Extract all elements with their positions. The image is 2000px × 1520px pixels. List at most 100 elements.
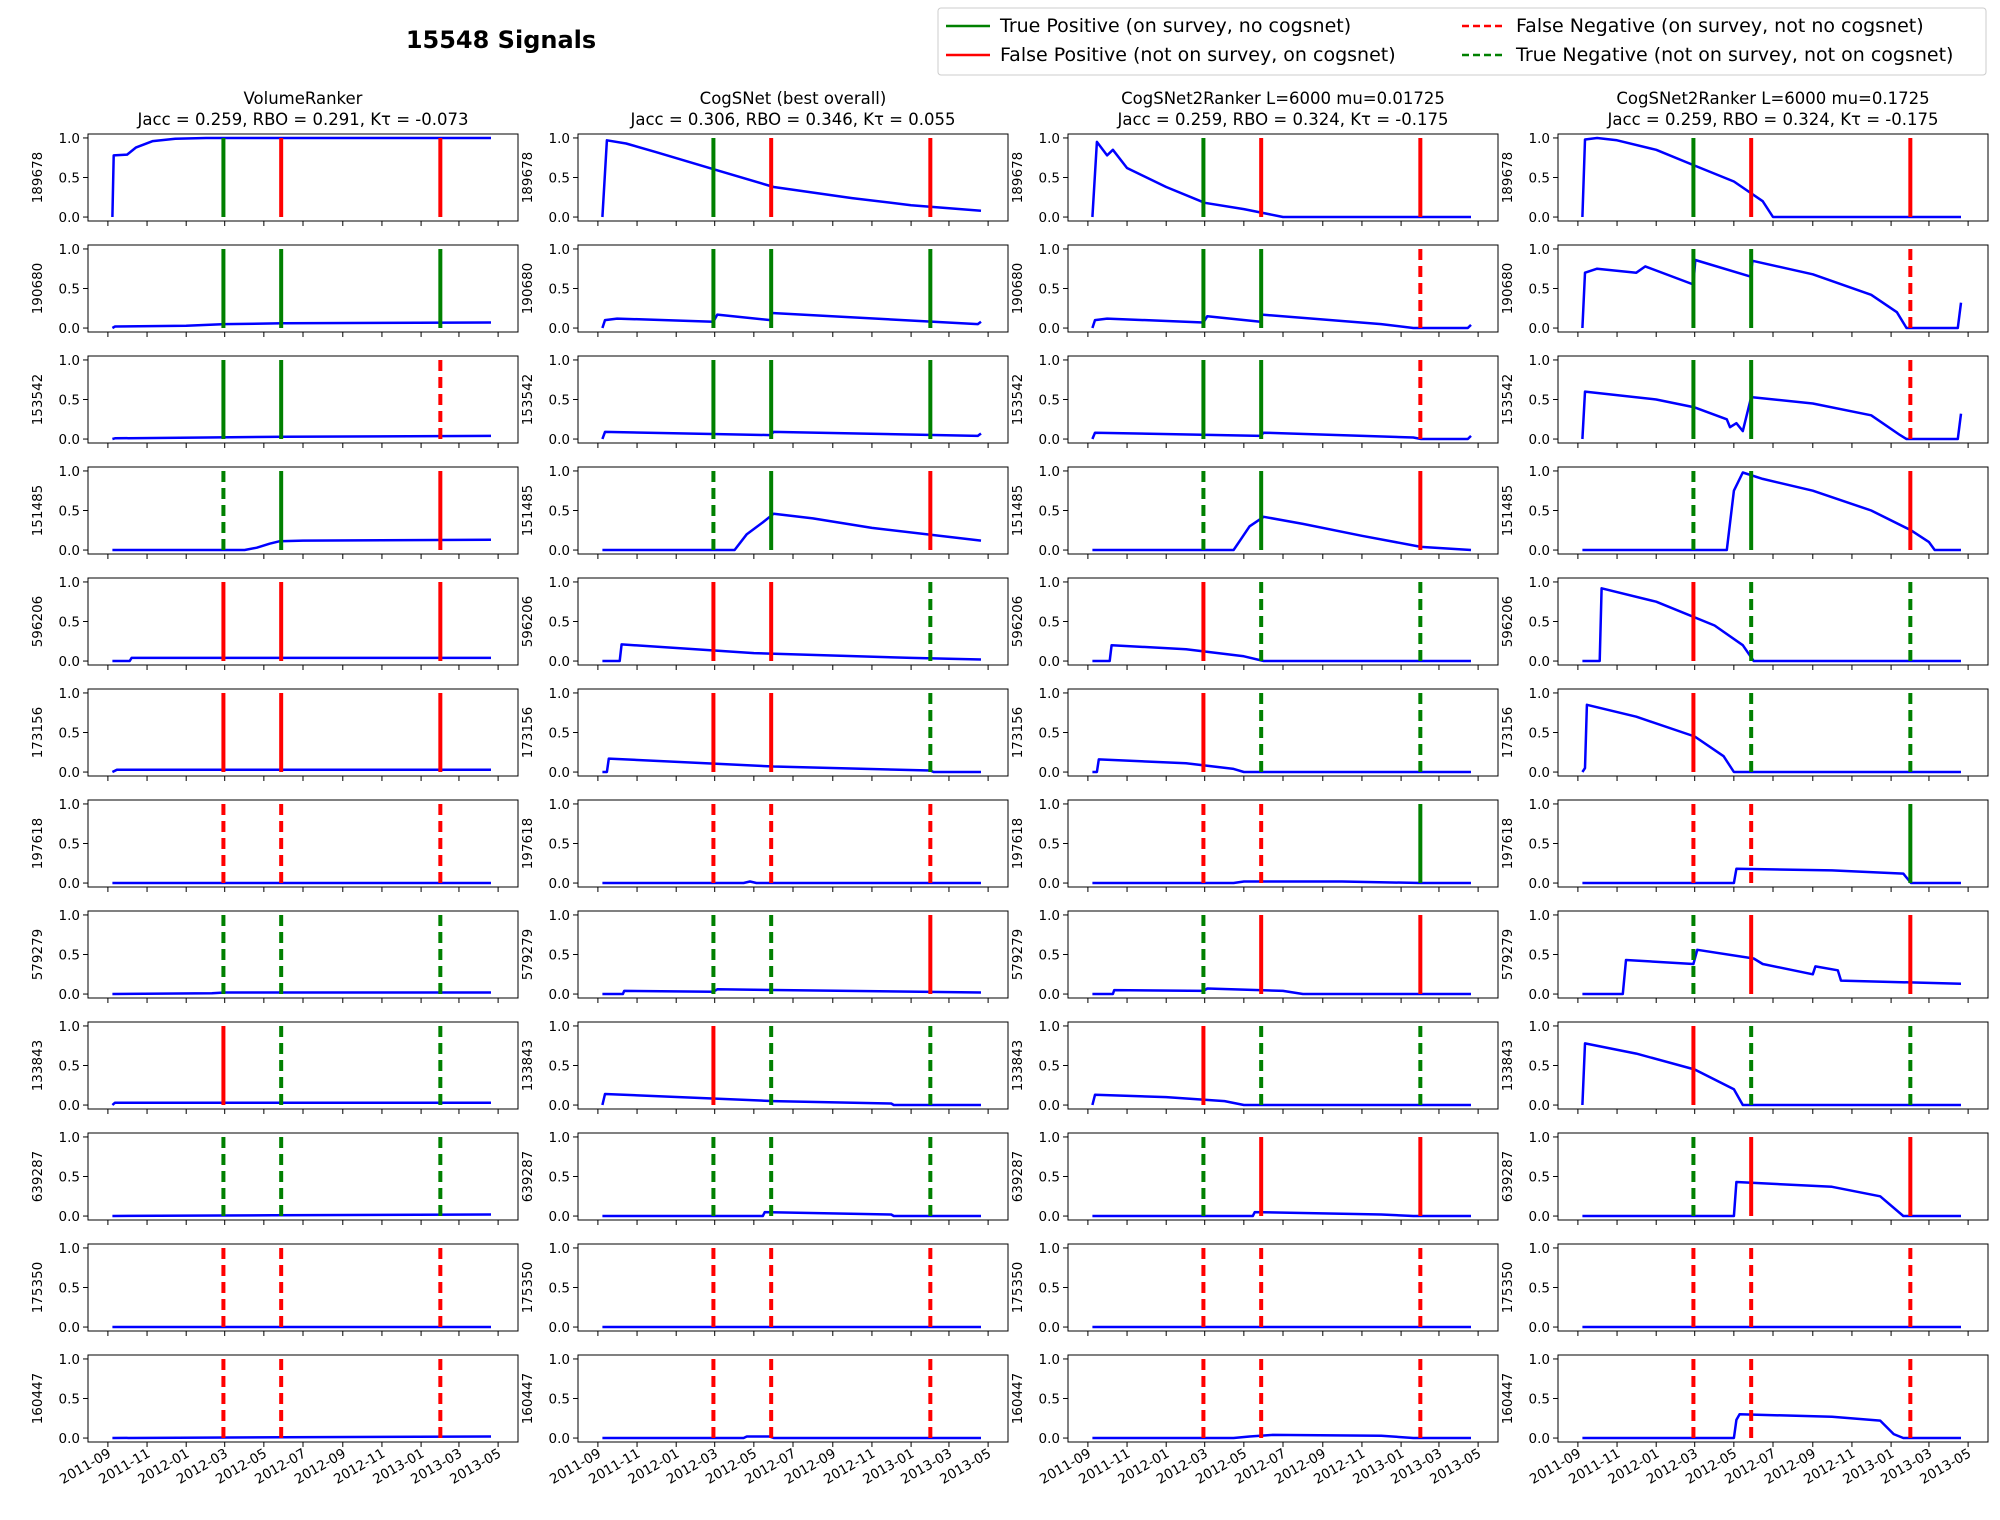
y-tick-label: 0.0 (59, 765, 80, 781)
legend-entry-fn: False Negative (on survey, not no cogsne… (1462, 15, 1924, 37)
y-tick-label: 1.0 (549, 908, 570, 924)
y-tick-label: 1.0 (1529, 575, 1550, 591)
subplot-frame (1067, 799, 1499, 888)
subplot-frame (87, 244, 519, 333)
subplot-frame (577, 355, 1009, 444)
signal-line (1582, 471, 1961, 552)
y-tick-label: 0.0 (1529, 210, 1550, 226)
row-label: 579279 (1500, 929, 1516, 981)
y-tick-label: 0.5 (1039, 1170, 1060, 1186)
subplot-frame (1067, 466, 1499, 555)
y-tick-label: 0.0 (549, 432, 570, 448)
y-tick-label: 0.0 (549, 321, 570, 337)
subplot-175350-col1: 0.0 0.5 1.0 175350 (30, 1241, 519, 1336)
subplot-596206-col3: 0.0 0.5 1.0 596206 (1010, 575, 1499, 670)
subplot-frame (1557, 1354, 1989, 1443)
y-tick-label: 0.0 (59, 1431, 80, 1447)
y-tick-label: 1.0 (1039, 686, 1060, 702)
y-tick-label: 0.5 (1039, 726, 1060, 742)
row-label: 639287 (520, 1151, 536, 1203)
row-label: 175350 (520, 1262, 536, 1314)
y-tick-label: 1.0 (1039, 1352, 1060, 1368)
signal-line (1092, 987, 1471, 996)
y-tick-label: 0.0 (549, 987, 570, 1003)
subplot-190680-col4: 0.0 0.5 1.0 190680 (1500, 242, 1989, 337)
y-tick-label: 0.0 (549, 1098, 570, 1114)
row-label: 197618 (1500, 818, 1516, 870)
y-tick-label: 1.0 (1039, 908, 1060, 924)
signal-line (1092, 643, 1471, 663)
signal-line (602, 880, 981, 885)
y-tick-label: 1.0 (1529, 1352, 1550, 1368)
y-tick-label: 0.0 (549, 210, 570, 226)
subplot-frame (1067, 688, 1499, 777)
row-label: 173156 (30, 707, 46, 759)
y-tick-label: 0.0 (1529, 1431, 1550, 1447)
legend-entry-tn: True Negative (not on survey, not on cog… (1462, 44, 1953, 66)
y-tick-label: 1.0 (1039, 131, 1060, 147)
y-tick-label: 0.0 (549, 1431, 570, 1447)
signal-line (111, 321, 492, 330)
subplot-197618-col4: 0.0 0.5 1.0 197618 (1500, 797, 1989, 892)
y-tick-label: 1.0 (1039, 464, 1060, 480)
subplot-frame (1557, 355, 1989, 444)
subplot-frame (87, 1132, 519, 1221)
row-label: 189678 (1500, 152, 1516, 204)
y-tick-label: 0.0 (1039, 1320, 1060, 1336)
y-tick-label: 0.0 (1529, 765, 1550, 781)
y-tick-label: 0.5 (1039, 837, 1060, 853)
subplot-197618-col2: 0.0 0.5 1.0 197618 (520, 797, 1009, 892)
signal-line (112, 991, 491, 996)
y-tick-label: 0.5 (59, 948, 80, 964)
subplot-189678-col3: 0.0 0.5 1.0 189678 (1010, 131, 1499, 226)
signal-line (1092, 880, 1471, 885)
signal-line (112, 538, 492, 552)
y-tick-label: 0.0 (59, 987, 80, 1003)
signal-line (1092, 758, 1471, 774)
row-label: 189678 (520, 152, 536, 204)
y-tick-label: 0.5 (1529, 837, 1550, 853)
subplot-frame (577, 577, 1009, 666)
y-tick-label: 0.5 (1039, 948, 1060, 964)
y-tick-label: 1.0 (1529, 797, 1550, 813)
row-label: 197618 (30, 818, 46, 870)
y-tick-label: 1.0 (1529, 1019, 1550, 1035)
row-label: 596206 (1500, 596, 1516, 648)
y-tick-label: 0.0 (59, 1320, 80, 1336)
y-tick-label: 1.0 (59, 1130, 80, 1146)
subplot-189678-col1: 0.0 0.5 1.0 189678 (30, 131, 519, 226)
row-label: 639287 (1500, 1151, 1516, 1203)
y-tick-label: 1.0 (1039, 242, 1060, 258)
subplot-frame (1067, 1243, 1499, 1332)
subplot-197618-col1: 0.0 0.5 1.0 197618 (30, 797, 519, 892)
signal-line (601, 139, 982, 218)
column-title: VolumeRanker (244, 89, 363, 108)
y-tick-label: 0.0 (549, 654, 570, 670)
signal-line (1091, 313, 1472, 330)
column-subtitle: Jacc = 0.259, RBO = 0.324, Kτ = -0.175 (1607, 110, 1939, 129)
subplot-frame (577, 910, 1009, 999)
subplot-639287-col3: 0.0 0.5 1.0 639287 (1010, 1130, 1499, 1225)
y-tick-label: 1.0 (1039, 1241, 1060, 1257)
y-tick-label: 0.0 (549, 1320, 570, 1336)
subplot-frame (1067, 133, 1499, 222)
subplot-frame (1067, 244, 1499, 333)
y-tick-label: 0.0 (549, 543, 570, 559)
signal-line (112, 656, 491, 663)
subplot-153542-col3: 0.0 0.5 1.0 153542 (1010, 353, 1499, 448)
subplot-133843-col2: 0.0 0.5 1.0 133843 (520, 1019, 1009, 1114)
row-label: 153542 (520, 374, 536, 426)
signal-line (601, 1092, 981, 1107)
y-tick-label: 1.0 (59, 464, 80, 480)
signal-line (1091, 431, 1472, 441)
subplot-160447-col2: 0.00.51.01604472011-092011-112012-012012… (520, 1352, 1009, 1488)
y-tick-label: 1.0 (549, 1019, 570, 1035)
signal-line (1582, 1413, 1961, 1440)
y-tick-label: 1.0 (1039, 1130, 1060, 1146)
subplot-639287-col4: 0.0 0.5 1.0 639287 (1500, 1130, 1989, 1225)
y-tick-label: 0.0 (1039, 321, 1060, 337)
y-tick-label: 0.0 (1529, 654, 1550, 670)
y-tick-label: 1.0 (549, 686, 570, 702)
y-tick-label: 0.0 (549, 1209, 570, 1225)
